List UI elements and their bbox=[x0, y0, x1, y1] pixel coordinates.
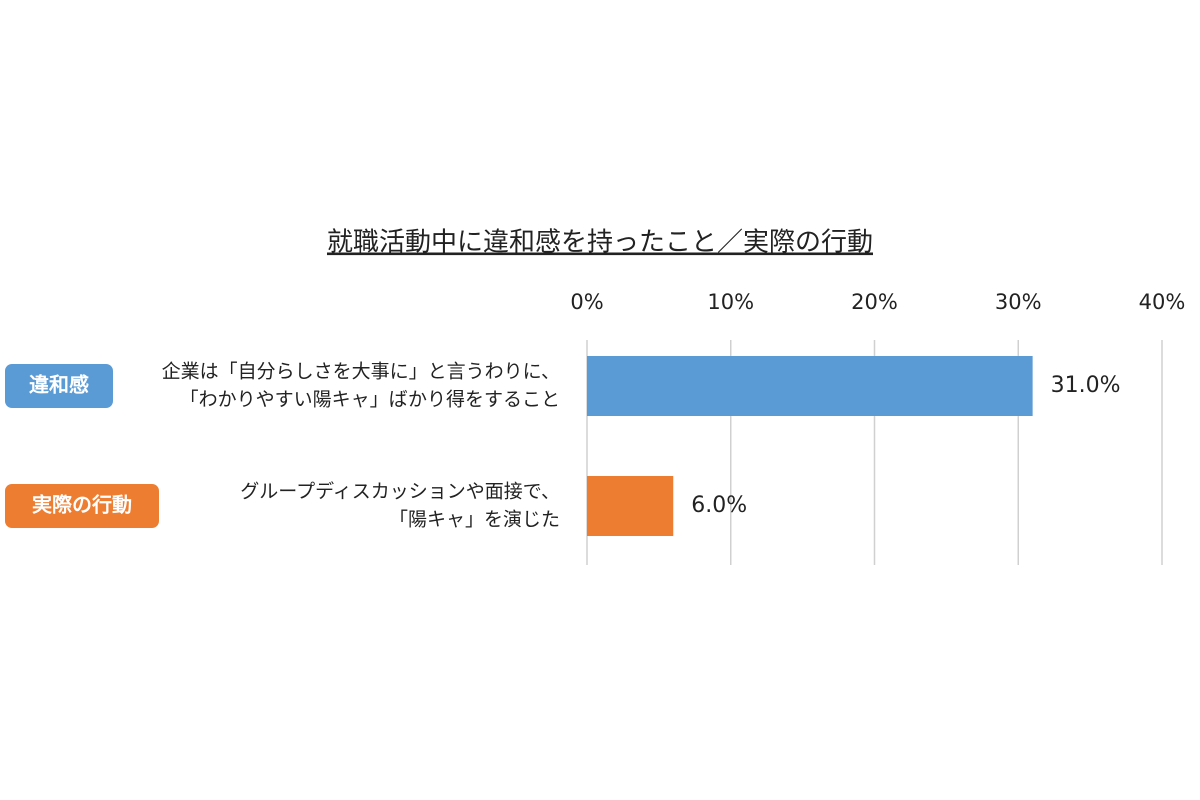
badge bbox=[5, 364, 113, 408]
value-label: 6.0% bbox=[691, 493, 747, 518]
value-label: 31.0% bbox=[1051, 373, 1121, 398]
x-tick-label: 30% bbox=[995, 290, 1042, 314]
category-label: 「陽キャ」を演じた bbox=[389, 509, 560, 531]
x-tick-label: 10% bbox=[707, 290, 754, 314]
badge bbox=[5, 484, 159, 528]
x-tick-label: 40% bbox=[1139, 290, 1186, 314]
category-label: 「わかりやすい陽キャ」ばかり得をすること bbox=[180, 389, 560, 411]
badge-label: 実際の行動 bbox=[32, 493, 132, 517]
bar bbox=[587, 476, 674, 536]
chart-title: 就職活動中に違和感を持ったこと／実際の行動 bbox=[327, 228, 873, 258]
bar bbox=[587, 356, 1033, 416]
x-tick-label: 20% bbox=[851, 290, 898, 314]
category-label: 企業は「自分らしさを大事に」と言うわりに、 bbox=[162, 361, 560, 383]
badge-label: 違和感 bbox=[29, 373, 89, 397]
x-tick-label: 0% bbox=[570, 290, 603, 314]
category-label: グループディスカッションや面接で、 bbox=[240, 481, 560, 503]
